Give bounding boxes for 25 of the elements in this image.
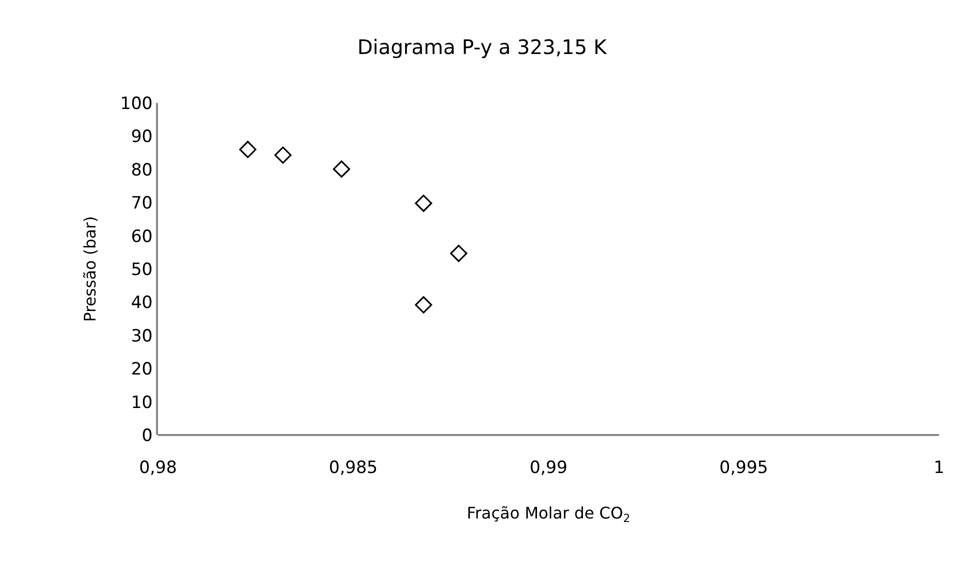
chart-title: Diagrama P-y a 323,15 K [357,35,608,60]
point [414,296,432,314]
y-tick-label: 10 [130,392,153,413]
point [239,140,256,158]
y-tick-label: 80 [130,160,153,180]
y-tick-label: 70 [130,194,153,214]
y-tick-label: 20 [130,360,153,380]
point [274,146,292,164]
y-tick-label: 30 [130,326,153,346]
y-tick-label: 0 [142,426,153,446]
y-tick-label: 60 [130,226,153,247]
x-tick-label: 0,985 [328,458,378,478]
point [450,244,468,262]
y-axis-title: Pressão (bar) [80,216,100,322]
point [414,194,432,212]
x-tick-label: 0,995 [719,458,768,478]
y-tick-label: 40 [130,293,153,314]
x-tick-label: 0,99 [530,458,568,478]
point [332,160,350,178]
y-tick-label: 50 [130,260,153,280]
x-tick-label: 1 [934,458,944,478]
x-tick-label: 0,98 [139,458,177,478]
y-tick-label: 90 [130,127,153,148]
x-axis-title: Fração Molar de CO$_{2}$ [466,504,630,526]
y-tick-label: 100 [120,94,153,114]
